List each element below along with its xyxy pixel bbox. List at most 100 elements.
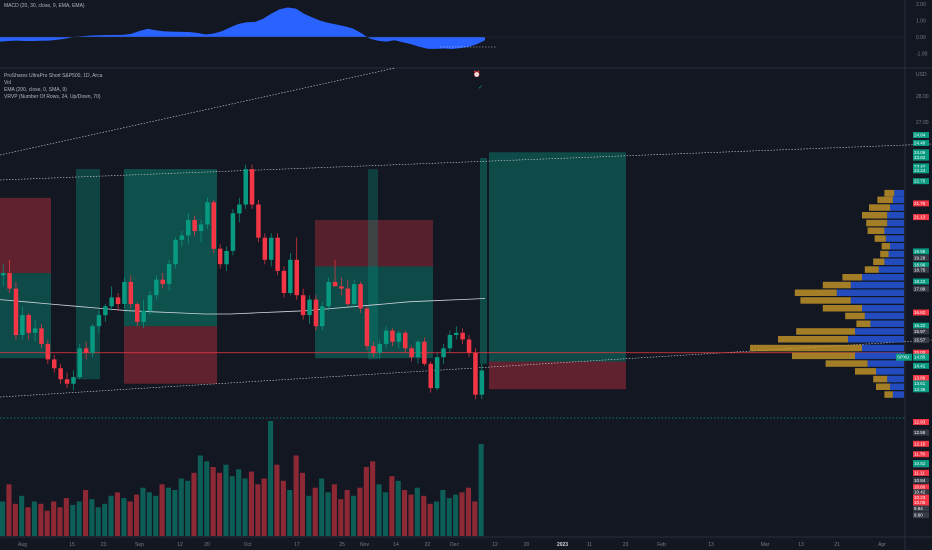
profile-down-bar xyxy=(881,243,890,250)
alarm-clock-icon[interactable]: ⏰ xyxy=(473,72,481,78)
volume-bar xyxy=(204,461,210,537)
ema-legend[interactable]: EMA (200, close, 0, SMA, 9) xyxy=(4,87,67,93)
price-label-box xyxy=(913,214,929,221)
stop-zone xyxy=(489,361,626,390)
volume-bar xyxy=(287,490,293,536)
profile-down-bar xyxy=(880,250,889,258)
profile-up-bar xyxy=(887,375,904,383)
price-label: 11.78 xyxy=(914,452,925,457)
volume-bar xyxy=(319,478,325,536)
price-legend[interactable]: ProShares UltraPro Short S&P500, 1D, Arc… xyxy=(4,73,102,101)
candle-body xyxy=(281,270,287,293)
vrvp-legend[interactable]: VRVP (Number Of Rows, 24, Up/Down, 70) xyxy=(4,94,101,100)
profile-up-bar xyxy=(855,328,904,335)
candle-body xyxy=(249,169,255,205)
price-label-box xyxy=(913,499,929,506)
profile-down-bar xyxy=(778,336,848,343)
stop-zone xyxy=(0,197,51,274)
profile-down-bar xyxy=(877,196,893,204)
candle-body xyxy=(339,286,344,289)
time-tick: 25 xyxy=(339,542,345,548)
volume-bar xyxy=(127,501,133,536)
candle-body xyxy=(403,332,408,349)
candle-body xyxy=(332,281,338,287)
volume-bar xyxy=(159,484,165,537)
ema-200-line xyxy=(0,298,486,315)
candle-body xyxy=(320,306,325,327)
volume-bar xyxy=(0,501,6,536)
time-tick: 20 xyxy=(204,542,210,548)
price-label-box xyxy=(913,440,929,447)
candle-body xyxy=(64,379,70,384)
candle-body xyxy=(135,304,140,322)
macd-legend[interactable]: MACD (20, 30, close, 9, EMA, EMA) xyxy=(4,3,85,9)
candle-body xyxy=(103,306,108,316)
symbol-title[interactable]: ProShares UltraPro Short S&P500, 1D, Arc… xyxy=(4,73,103,79)
macd-tick: -1.00 xyxy=(916,52,928,58)
time-tick: 14 xyxy=(393,542,399,548)
price-label-box xyxy=(913,266,929,273)
volume-bar xyxy=(325,492,331,536)
profile-up-bar xyxy=(862,274,904,281)
volume-bar xyxy=(102,503,108,536)
candle-body xyxy=(230,213,236,251)
candle-body xyxy=(288,259,293,293)
profile-up-bar xyxy=(887,212,904,219)
target-zone xyxy=(315,266,433,359)
volume-bar xyxy=(121,498,127,537)
price-label-box xyxy=(913,285,929,292)
volume-bar xyxy=(95,507,101,537)
volume-bar xyxy=(51,501,57,536)
target-zone xyxy=(480,158,487,364)
price-label-box xyxy=(913,429,929,436)
candle-body xyxy=(211,202,216,249)
volume-legend[interactable]: Vol xyxy=(4,80,11,86)
profile-down-bar xyxy=(842,274,862,281)
ema-line xyxy=(0,298,486,315)
price-label-box xyxy=(913,178,929,185)
price-label: 24.06 xyxy=(914,150,926,155)
profile-down-bar xyxy=(873,375,888,383)
price-label-box xyxy=(913,494,929,501)
check-icon: ✓ xyxy=(478,85,484,91)
profile-up-bar xyxy=(878,266,904,273)
volume-bar xyxy=(344,490,350,536)
profile-down-bar xyxy=(796,328,855,335)
price-label-box xyxy=(913,328,929,335)
candle-body xyxy=(1,273,6,276)
price-label: 14.41 xyxy=(914,363,926,368)
volume-bar xyxy=(402,490,408,536)
price-label: 23.42 xyxy=(914,164,926,169)
profile-down-bar xyxy=(856,320,871,327)
profile-down-bar xyxy=(884,189,895,197)
time-tick: 2023 xyxy=(557,542,568,548)
candle-body xyxy=(58,368,63,380)
price-candles xyxy=(1,164,485,400)
candle-body xyxy=(13,288,19,336)
candle-body xyxy=(198,224,204,231)
candle-body xyxy=(160,279,165,285)
volume-bar xyxy=(108,495,114,537)
candle-body xyxy=(243,169,248,205)
price-label-box xyxy=(913,505,929,512)
candle-body xyxy=(20,315,25,335)
price-label: 9.84 xyxy=(914,506,923,511)
symbol-tag-text: SPXU xyxy=(897,355,909,360)
volume-bar xyxy=(331,484,337,537)
time-tick: 22 xyxy=(425,542,431,548)
volume-bar xyxy=(12,503,18,536)
profile-down-bar xyxy=(845,312,865,320)
volume-bar xyxy=(6,484,12,537)
time-tick: Feb xyxy=(657,542,666,548)
candle-body xyxy=(460,332,465,340)
profile-up-bar xyxy=(876,368,904,375)
price-label: 13.86 xyxy=(914,376,926,381)
candle-body xyxy=(52,359,57,369)
time-tick: 21 xyxy=(834,542,840,548)
volume-bar xyxy=(351,495,357,537)
candle-body xyxy=(26,315,31,333)
candle-body xyxy=(409,348,414,358)
price-label: 19.58 xyxy=(914,249,926,254)
